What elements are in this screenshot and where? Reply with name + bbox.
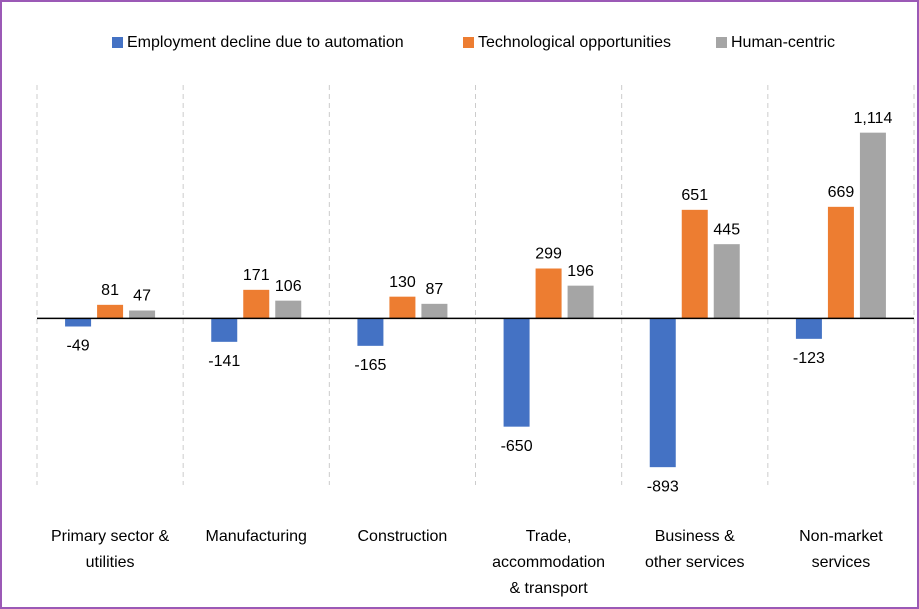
x-tick-label: accommodation	[492, 554, 605, 571]
data-label: 196	[567, 263, 594, 280]
bar	[275, 300, 302, 319]
bar	[243, 289, 270, 319]
data-label: -650	[501, 438, 533, 455]
x-tick-label: Trade,	[526, 528, 572, 545]
data-label: -49	[67, 338, 90, 355]
bar	[649, 318, 676, 468]
data-label: -123	[793, 350, 825, 367]
bar	[357, 318, 384, 346]
x-tick-label: Construction	[358, 528, 448, 545]
bar	[503, 318, 530, 427]
x-tick-label: Primary sector &	[51, 528, 170, 545]
bar	[567, 285, 594, 319]
bar	[795, 318, 822, 339]
data-label: 651	[681, 187, 708, 204]
data-label: 445	[713, 221, 740, 238]
bar	[129, 310, 156, 319]
data-label: 81	[101, 282, 119, 299]
data-label: 669	[828, 184, 855, 201]
data-label: 1,114	[853, 110, 892, 127]
data-label: 171	[243, 267, 270, 284]
bar	[713, 244, 740, 319]
x-tick-label: services	[812, 554, 871, 571]
bar	[859, 132, 886, 319]
data-label: 130	[389, 274, 416, 291]
bar	[97, 304, 124, 319]
bar	[65, 318, 92, 327]
legend-label: Human-centric	[731, 34, 835, 51]
legend-swatch	[716, 37, 727, 48]
data-label: -165	[354, 357, 386, 374]
legend-swatch	[463, 37, 474, 48]
bar	[681, 209, 708, 319]
bar	[211, 318, 238, 342]
legend-swatch	[112, 37, 123, 48]
data-label: 106	[275, 278, 302, 295]
bar	[827, 206, 854, 319]
bar	[421, 303, 448, 319]
data-label: -141	[208, 353, 240, 370]
legend-label: Technological opportunities	[478, 34, 671, 51]
data-label: 87	[426, 281, 444, 298]
legend-label: Employment decline due to automation	[127, 34, 404, 51]
data-label: 299	[535, 246, 562, 263]
bar	[389, 296, 416, 319]
x-tick-label: Manufacturing	[206, 528, 307, 545]
data-label: -893	[647, 478, 679, 495]
x-tick-label: Business &	[655, 528, 735, 545]
x-tick-label: Non-market	[799, 528, 883, 545]
bar	[535, 268, 562, 319]
x-tick-label: & transport	[509, 580, 588, 597]
data-label: 47	[133, 288, 151, 305]
x-tick-label: other services	[645, 554, 745, 571]
x-tick-label: utilities	[86, 554, 135, 571]
